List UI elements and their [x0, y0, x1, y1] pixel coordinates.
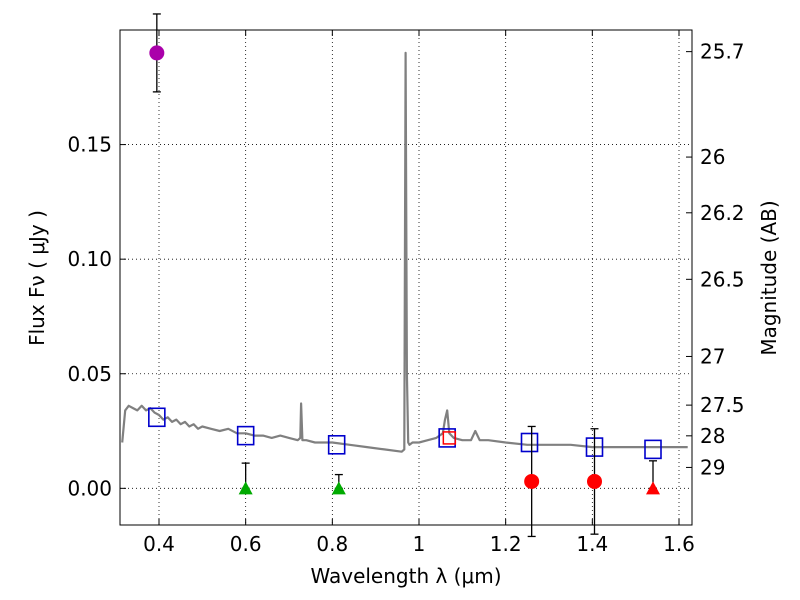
x-tick-label: 0.6	[230, 532, 262, 556]
photometry-square-marker	[236, 425, 255, 446]
x-tick-label: 1.6	[663, 532, 695, 556]
flux-circle-marker	[149, 45, 165, 61]
photometry-square-marker	[644, 439, 662, 460]
y2-axis-label: Magnitude (AB)	[757, 200, 781, 355]
x-tick-label: 0.4	[143, 532, 175, 556]
photometry-square-marker	[520, 432, 539, 453]
mag-tick-label: 25.7	[700, 40, 745, 64]
y-tick-label: 0.05	[67, 362, 112, 386]
y-tick-label: 0.00	[67, 476, 112, 500]
x-tick-label: 1.4	[576, 532, 608, 556]
x-tick-label: 0.8	[316, 532, 348, 556]
y-axis-label: Flux Fν ( μJy )	[25, 210, 49, 346]
plot-frame	[119, 29, 693, 526]
y-tick-label: 0.15	[67, 133, 112, 157]
y-tick-label: 0.10	[67, 247, 112, 271]
mag-tick-label: 26.5	[700, 267, 745, 291]
axes: 0.4 0.6 0.8 1 1.2 1.4 1.6 0.00 0.05 0.10 0.15 25.7 2…	[67, 30, 745, 556]
x-axis-label: Wavelength λ (μm)	[310, 564, 501, 588]
mag-tick-label: 26.2	[700, 201, 745, 225]
mag-tick-label: 27.5	[700, 393, 745, 417]
x-tick-label: 1.2	[490, 532, 522, 556]
mag-tick-label: 27	[700, 344, 725, 368]
upper-limit-triangle-marker	[646, 481, 660, 495]
model-spectrum-line	[121, 51, 688, 453]
mag-tick-label: 26	[700, 145, 725, 169]
photometry-small-square-marker	[442, 431, 457, 445]
photometry-square-marker	[327, 434, 346, 455]
photometry-square-marker	[148, 407, 166, 428]
flux-circle-marker	[524, 473, 540, 489]
upper-limit-triangle-marker	[238, 481, 253, 495]
plot-data	[121, 13, 688, 538]
x-tick-label: 1	[413, 532, 426, 556]
upper-limit-triangle-marker	[331, 481, 346, 495]
flux-circle-marker	[587, 473, 602, 489]
mag-tick-label: 28	[700, 424, 725, 448]
mag-tick-label: 29	[700, 455, 725, 479]
